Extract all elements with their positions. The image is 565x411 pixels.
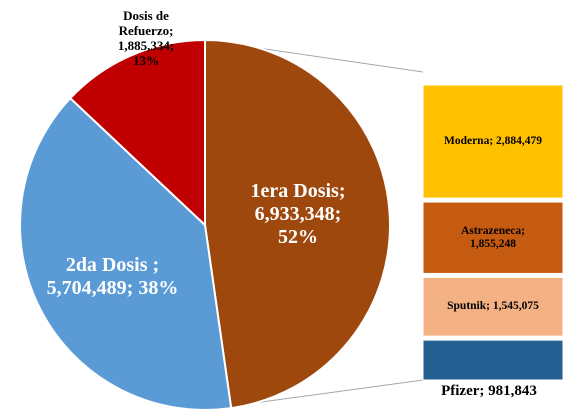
slice-label: 2da Dosis ; 5,704,489; 38% (46, 254, 179, 299)
slice-label: 1era Dosis; 6,933,348; 52% (250, 180, 346, 248)
bar-segment (422, 276, 564, 337)
bar-label: Moderna; 2,884,479 (443, 135, 543, 148)
bar-segment (422, 339, 564, 381)
pie-slice (19, 96, 233, 411)
slice-label: Dosis de Refuerzo; 1,885,334; 13% (117, 8, 175, 68)
bar-label: Astrazeneca; 1,855,248 (461, 224, 525, 250)
bar-segment (422, 201, 564, 274)
bar-label: Pfizer; 981,843 (441, 383, 537, 399)
pie-slice (204, 38, 391, 410)
pie-slice (68, 38, 206, 228)
bar-segment (422, 84, 564, 199)
bar-label: Sputnik; 1,545,075 (447, 300, 539, 313)
